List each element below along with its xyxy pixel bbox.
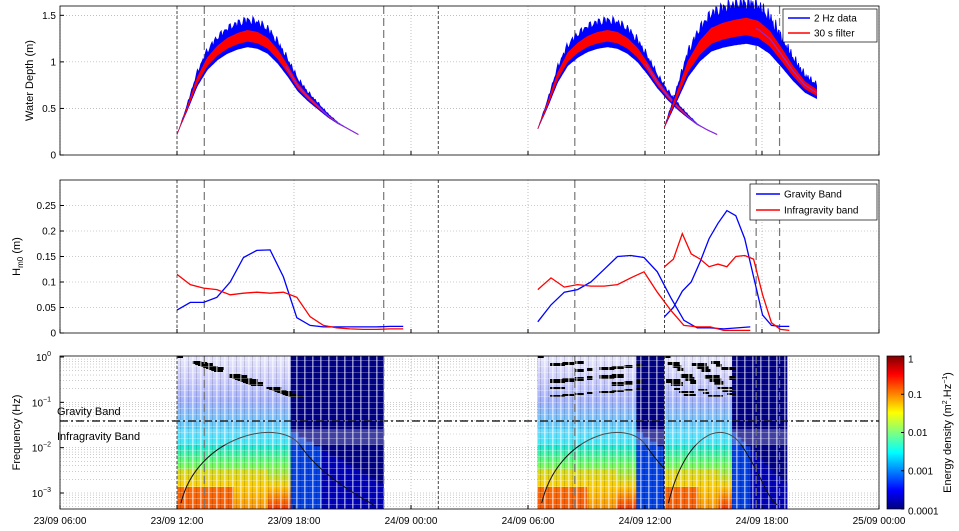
y-tick-exp: −2: [43, 442, 51, 449]
y-tick-label: 10−2: [32, 442, 51, 455]
y-tick-exp: −1: [43, 396, 51, 403]
colorbar-label-part: Energy density (m: [942, 404, 954, 493]
y-tick-base: 10: [32, 444, 44, 455]
colorbar-label-part: 2: [942, 400, 949, 404]
spectrum-texture: [177, 356, 384, 509]
y-tick-label: 0: [50, 151, 56, 162]
infragravity-band-annotation: Infragravity Band: [57, 431, 140, 443]
x-tick-label: 24/09 18:00: [736, 516, 789, 527]
water-depth-panel: 0 0.5 1 1.5 Water Depth (m) 2 Hz data 30 s fil…: [24, 0, 880, 162]
spectrogram-block: [177, 356, 384, 509]
contour-line: [668, 431, 778, 506]
series-gravity-band: [176, 249, 404, 328]
y-axis-label: Water Depth (m): [24, 40, 36, 121]
y-tick-label: 0: [50, 329, 56, 340]
spectrum-texture: [664, 356, 788, 509]
legend-label: Gravity Band: [784, 190, 842, 201]
legend: Gravity Band Infragravity band: [749, 183, 878, 221]
colorbar-tick-label: 0.001: [908, 466, 933, 477]
x-tick-label: 24/09 06:00: [502, 516, 555, 527]
legend-label: Infragravity band: [784, 206, 859, 217]
y-tick-label: 0.25: [37, 201, 57, 212]
y-label-main: H: [11, 268, 23, 276]
y-tick-label: 1.5: [42, 11, 56, 22]
y-tick-label: 10−1: [32, 396, 51, 409]
gravity-band-annotation: Gravity Band: [57, 406, 121, 418]
legend-label: 2 Hz data: [814, 14, 857, 25]
colorbar-label-part: .Hz: [942, 384, 954, 401]
series-tail: [755, 28, 817, 94]
colorbar-tick-label: 0.01: [908, 428, 928, 439]
legend-label: 30 s filter: [814, 29, 855, 40]
y-label-unit: (m): [11, 237, 23, 257]
series-infragravity-band: [664, 231, 790, 332]
y-axis-label: Frequency (Hz): [11, 395, 23, 471]
series-infragravity-band: [176, 273, 404, 331]
x-tick-label: 23/09 18:00: [268, 516, 321, 527]
x-tick-label: 24/09 12:00: [619, 516, 672, 527]
legend-box: [782, 8, 878, 43]
plot-area: [60, 180, 879, 333]
y-tick-label: 10−3: [32, 487, 51, 500]
colorbar-label-part: −1: [942, 376, 949, 384]
wave-height-panel: 0 0.05 0.1 0.15 0.2 0.25 Hm0 (m) Gravity Band In…: [11, 179, 880, 340]
y-tick-label: 0.15: [37, 252, 57, 263]
plot-frame: [59, 5, 880, 156]
y-tick-label: 0.05: [37, 303, 57, 314]
series-gravity-band: [664, 209, 790, 328]
x-tick-label: 25/09 00:00: [853, 516, 906, 527]
y-tick-label: 0.2: [42, 227, 56, 238]
plot-frame: [59, 355, 880, 510]
colorbar-label: Energy density (m2.Hz−1): [942, 372, 954, 493]
y-tick-exp: −3: [43, 487, 51, 494]
series-infragravity-band: [537, 270, 751, 332]
y-tick-base: 10: [32, 398, 44, 409]
y-tick-base: 10: [36, 353, 48, 364]
legend: 2 Hz data 30 s filter: [782, 8, 878, 43]
colorbar-tick-label: 1: [908, 355, 914, 366]
y-tick-label: 0.1: [42, 278, 56, 289]
series-tail: [644, 63, 718, 136]
x-tick-label: 24/09 00:00: [385, 516, 438, 527]
colorbar-tick-label: 0.0001: [908, 507, 939, 518]
y-tick-label: 1: [50, 57, 56, 68]
y-label-sub: m0: [16, 256, 25, 268]
x-tick-label: 23/09 06:00: [34, 516, 87, 527]
band-highlight: [60, 429, 879, 445]
contour-line: [180, 431, 374, 506]
x-tick-label: 23/09 12:00: [151, 516, 204, 527]
legend-box: [749, 183, 878, 221]
y-tick-base: 10: [32, 489, 44, 500]
y-axis-label: Hm0 (m): [11, 237, 25, 276]
spectrogram-block: [664, 356, 788, 509]
y-tick-label: 100: [36, 351, 51, 364]
colorbar-label-part: ): [942, 372, 954, 376]
colorbar: 1 0.1 0.01 0.001 0.0001 Energy density (m2.Hz…: [886, 355, 954, 518]
y-tick-exp: 0: [47, 351, 51, 358]
series-tail: [285, 65, 359, 136]
y-tick-label: 0.5: [42, 104, 56, 115]
colorbar-tick-label: 0.1: [908, 390, 922, 401]
